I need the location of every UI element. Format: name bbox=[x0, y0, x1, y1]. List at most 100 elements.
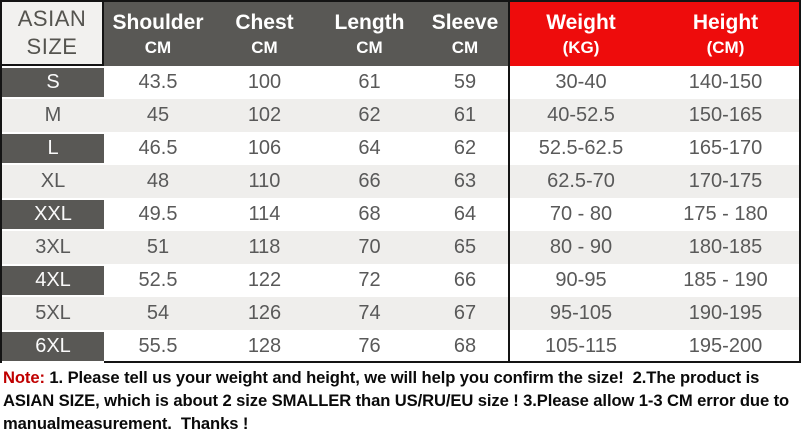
size-cell: S bbox=[2, 66, 104, 99]
header-height-label: Height bbox=[692, 11, 759, 34]
header-chest-unit: CM bbox=[251, 38, 278, 57]
table-row-m: M 45 102 62 61 40-52.5 150-165 bbox=[2, 99, 799, 132]
weight-cell: 70 - 80 bbox=[508, 198, 652, 231]
size-cell: 4XL bbox=[2, 264, 104, 297]
size-cell: 5XL bbox=[35, 302, 71, 324]
header-sleeve-label: Sleeve bbox=[431, 11, 499, 34]
header-asian-line2: SIZE bbox=[26, 34, 78, 59]
weight-cell: 40-52.5 bbox=[508, 99, 652, 132]
table-header-row: ASIAN SIZE Shoulder CM Chest CM Length C… bbox=[2, 2, 799, 66]
note-text: 1. Please tell us your weight and height… bbox=[3, 368, 794, 433]
weight-cell: 62.5-70 bbox=[508, 165, 652, 198]
table-row-s: S 43.5 100 61 59 30-40 140-150 bbox=[2, 66, 799, 99]
shoulder-cell: 49.5 bbox=[138, 203, 178, 225]
header-asian-line1: ASIAN bbox=[17, 6, 87, 31]
shoulder-cell: 55.5 bbox=[138, 335, 178, 357]
length-cell: 61 bbox=[358, 71, 381, 93]
header-length-unit: CM bbox=[356, 38, 383, 57]
height-cell: 185 - 190 bbox=[683, 269, 768, 291]
shoulder-cell: 54 bbox=[146, 302, 170, 324]
length-cell: 74 bbox=[358, 302, 381, 324]
chest-cell: 102 bbox=[247, 104, 282, 126]
shoulder-cell: 52.5 bbox=[138, 269, 178, 291]
length-cell: 70 bbox=[358, 236, 381, 258]
weight-cell: 105-115 bbox=[508, 330, 652, 363]
chest-cell: 100 bbox=[247, 71, 282, 93]
sleeve-cell: 64 bbox=[453, 203, 477, 225]
shoulder-cell: 43.5 bbox=[138, 71, 178, 93]
table-row-3xl: 3XL 51 118 70 65 80 - 90 180-185 bbox=[2, 231, 799, 264]
height-cell: 140-150 bbox=[688, 71, 763, 93]
sleeve-cell: 67 bbox=[453, 302, 477, 324]
chest-cell: 110 bbox=[248, 170, 281, 192]
height-cell: 165-170 bbox=[688, 137, 763, 159]
header-chest-label: Chest bbox=[235, 11, 294, 34]
height-cell: 175 - 180 bbox=[683, 203, 768, 225]
sleeve-cell: 61 bbox=[453, 104, 477, 126]
table-row-4xl: 4XL 52.5 122 72 66 90-95 185 - 190 bbox=[2, 264, 799, 297]
length-cell: 68 bbox=[358, 203, 381, 225]
chest-cell: 122 bbox=[247, 269, 282, 291]
weight-cell: 95-105 bbox=[508, 297, 652, 330]
height-cell: 180-185 bbox=[688, 236, 763, 258]
sleeve-cell: 65 bbox=[453, 236, 477, 258]
size-table: ASIAN SIZE Shoulder CM Chest CM Length C… bbox=[0, 0, 801, 363]
sleeve-cell: 62 bbox=[453, 137, 477, 159]
header-sleeve: Sleeve CM bbox=[422, 2, 508, 66]
sleeve-cell: 68 bbox=[453, 335, 477, 357]
table-row-xl: XL 48 110 66 63 62.5-70 170-175 bbox=[2, 165, 799, 198]
header-height: Height (CM) bbox=[652, 2, 799, 66]
note-paragraph: Note: 1. Please tell us your weight and … bbox=[0, 363, 801, 436]
header-asian-size: ASIAN SIZE bbox=[2, 2, 104, 66]
length-cell: 66 bbox=[358, 170, 381, 192]
header-height-unit: (CM) bbox=[706, 38, 745, 57]
size-cell: M bbox=[44, 104, 62, 126]
chest-cell: 114 bbox=[248, 203, 281, 225]
header-weight-unit: (KG) bbox=[562, 38, 600, 57]
header-length: Length CM bbox=[317, 2, 422, 66]
table-row-6xl: 6XL 55.5 128 76 68 105-115 195-200 bbox=[2, 330, 799, 363]
note-label: Note: bbox=[3, 368, 45, 387]
sleeve-cell: 63 bbox=[453, 170, 477, 192]
height-cell: 150-165 bbox=[688, 104, 763, 126]
header-chest: Chest CM bbox=[212, 2, 317, 66]
header-sleeve-unit: CM bbox=[451, 38, 479, 57]
sleeve-cell: 66 bbox=[453, 269, 477, 291]
chest-cell: 128 bbox=[247, 335, 282, 357]
table-body: S 43.5 100 61 59 30-40 140-150 M 45 102 … bbox=[2, 66, 799, 363]
weight-cell: 30-40 bbox=[508, 66, 652, 99]
header-weight: Weight (KG) bbox=[508, 2, 652, 66]
sleeve-cell: 59 bbox=[453, 71, 477, 93]
weight-cell: 90-95 bbox=[508, 264, 652, 297]
chest-cell: 118 bbox=[248, 236, 281, 258]
header-shoulder-unit: CM bbox=[144, 38, 172, 57]
length-cell: 72 bbox=[358, 269, 381, 291]
height-cell: 190-195 bbox=[688, 302, 763, 324]
shoulder-cell: 51 bbox=[146, 236, 170, 258]
length-cell: 76 bbox=[358, 335, 381, 357]
table-row-5xl: 5XL 54 126 74 67 95-105 190-195 bbox=[2, 297, 799, 330]
size-cell: XXL bbox=[2, 198, 104, 231]
header-weight-label: Weight bbox=[546, 11, 616, 34]
table-row-l: L 46.5 106 64 62 52.5-62.5 165-170 bbox=[2, 132, 799, 165]
chest-cell: 106 bbox=[247, 137, 282, 159]
header-shoulder-label: Shoulder bbox=[112, 11, 204, 34]
size-cell: L bbox=[2, 132, 104, 165]
height-cell: 195-200 bbox=[688, 335, 763, 357]
height-cell: 170-175 bbox=[688, 170, 763, 192]
chest-cell: 126 bbox=[247, 302, 282, 324]
header-shoulder: Shoulder CM bbox=[104, 2, 212, 66]
table-row-xxl: XXL 49.5 114 68 64 70 - 80 175 - 180 bbox=[2, 198, 799, 231]
length-cell: 64 bbox=[358, 137, 381, 159]
weight-cell: 80 - 90 bbox=[508, 231, 652, 264]
size-cell: 3XL bbox=[35, 236, 71, 258]
shoulder-cell: 48 bbox=[146, 170, 170, 192]
weight-cell: 52.5-62.5 bbox=[508, 132, 652, 165]
shoulder-cell: 46.5 bbox=[138, 137, 178, 159]
header-length-label: Length bbox=[334, 11, 405, 34]
shoulder-cell: 45 bbox=[146, 104, 170, 126]
length-cell: 62 bbox=[358, 104, 381, 126]
size-cell: XL bbox=[40, 170, 66, 192]
size-cell: 6XL bbox=[2, 330, 104, 363]
